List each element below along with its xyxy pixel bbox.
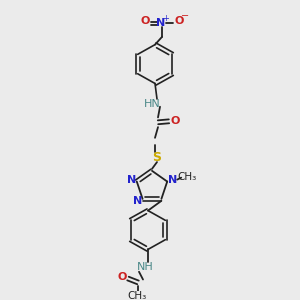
Text: N: N	[133, 196, 142, 206]
Text: HN: HN	[144, 99, 160, 109]
Text: −: −	[181, 11, 189, 22]
Text: O: O	[170, 116, 180, 126]
Text: O: O	[117, 272, 127, 282]
Text: N: N	[156, 18, 166, 28]
Text: O: O	[174, 16, 184, 26]
Text: N: N	[127, 175, 136, 184]
Text: +: +	[163, 14, 170, 23]
Text: O: O	[140, 16, 150, 26]
Text: S: S	[152, 151, 161, 164]
Text: CH₃: CH₃	[128, 291, 147, 300]
Text: N: N	[168, 175, 177, 184]
Text: CH₃: CH₃	[178, 172, 197, 182]
Text: NH: NH	[136, 262, 153, 272]
